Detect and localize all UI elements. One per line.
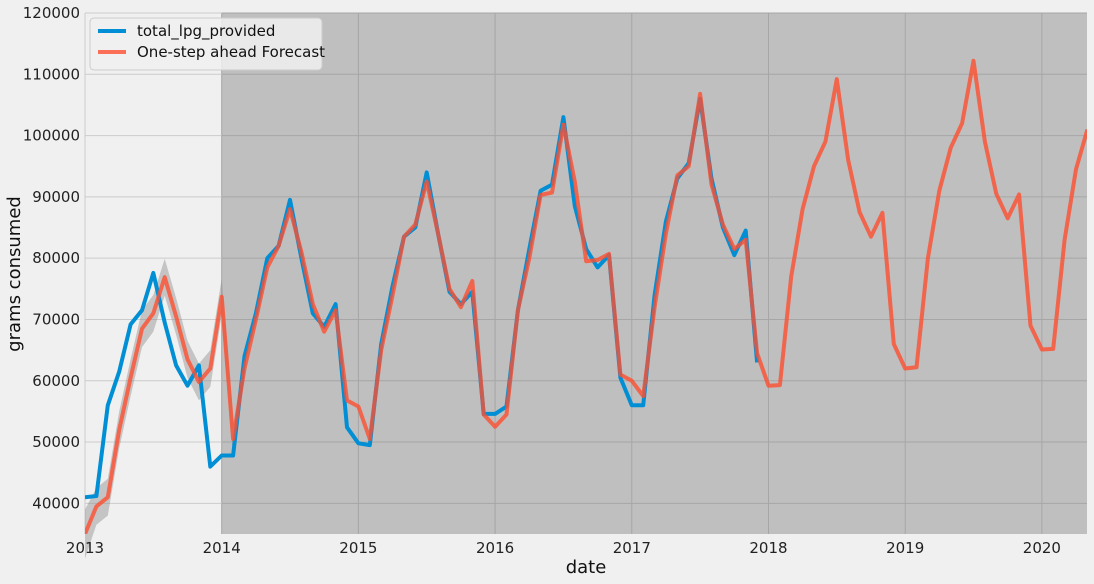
x-tick-label: 2020 xyxy=(1023,539,1061,557)
legend: total_lpg_provided One-step ahead Foreca… xyxy=(89,17,325,71)
y-tick-label: 70000 xyxy=(32,310,80,328)
y-tick-label: 50000 xyxy=(32,433,80,451)
y-tick-label: 60000 xyxy=(32,372,80,390)
x-tick-label: 2014 xyxy=(203,539,241,557)
y-tick-label: 110000 xyxy=(23,65,80,83)
forecast-shaded-region xyxy=(221,13,1088,534)
x-tick-label: 2017 xyxy=(613,539,651,557)
y-tick-label: 80000 xyxy=(32,249,80,267)
x-tick-label: 2015 xyxy=(339,539,377,557)
grid-lines xyxy=(84,12,1087,534)
x-axis-title: date xyxy=(566,557,607,578)
x-tick-label: 2013 xyxy=(66,539,104,557)
series-lines xyxy=(85,58,1087,534)
legend-label-forecast: One-step ahead Forecast xyxy=(137,43,325,61)
series-one-step-forecast-line xyxy=(85,58,1087,534)
x-tick-label: 2016 xyxy=(476,539,514,557)
legend-box xyxy=(89,17,323,71)
y-tick-label: 100000 xyxy=(23,127,80,145)
y-tick-label: 40000 xyxy=(32,494,80,512)
y-axis-ticks: 40000 50000 60000 70000 80000 90000 100000 1100… xyxy=(23,4,80,512)
x-axis-ticks: 2013 2014 2015 2016 2017 2018 2019 2020 xyxy=(66,539,1061,557)
legend-label-total-lpg: total_lpg_provided xyxy=(137,22,275,41)
x-tick-label: 2019 xyxy=(886,539,924,557)
y-tick-label: 90000 xyxy=(32,188,80,206)
y-axis-title: grams consumed xyxy=(4,196,25,352)
x-tick-label: 2018 xyxy=(749,539,787,557)
y-tick-label: 120000 xyxy=(23,4,80,22)
